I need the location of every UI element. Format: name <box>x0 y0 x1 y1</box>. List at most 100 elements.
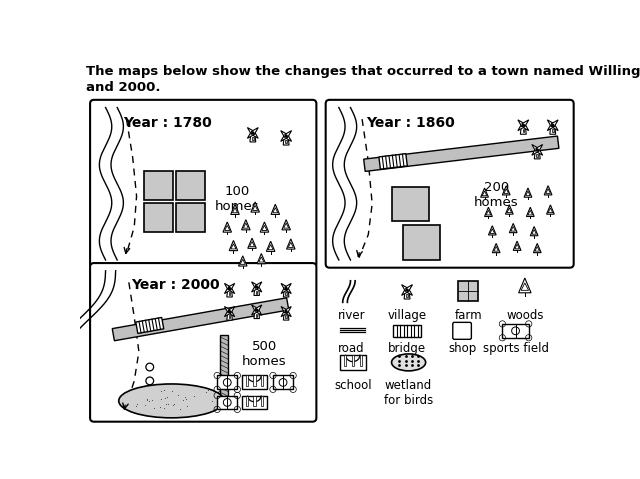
Bar <box>229 315 230 318</box>
Polygon shape <box>248 238 256 248</box>
FancyBboxPatch shape <box>326 100 573 268</box>
Text: farm: farm <box>454 308 482 321</box>
Bar <box>154 402 159 406</box>
Polygon shape <box>522 124 529 131</box>
Bar <box>256 291 257 294</box>
Polygon shape <box>255 285 262 292</box>
Polygon shape <box>511 227 516 231</box>
Bar <box>147 396 152 400</box>
Polygon shape <box>248 127 254 135</box>
Polygon shape <box>504 189 509 194</box>
Polygon shape <box>229 240 237 251</box>
Circle shape <box>285 287 287 289</box>
Polygon shape <box>285 131 292 137</box>
Polygon shape <box>254 311 259 319</box>
Bar <box>140 409 145 412</box>
Polygon shape <box>484 207 492 217</box>
Bar <box>217 396 237 410</box>
Bar <box>406 294 408 297</box>
Polygon shape <box>285 287 291 294</box>
Polygon shape <box>379 154 407 169</box>
Polygon shape <box>285 135 292 141</box>
Text: road: road <box>338 342 365 355</box>
Polygon shape <box>257 253 266 264</box>
Polygon shape <box>524 188 532 197</box>
Bar <box>253 376 255 386</box>
Polygon shape <box>404 291 410 299</box>
Text: 500
homes: 500 homes <box>242 340 287 368</box>
Polygon shape <box>241 220 250 230</box>
Polygon shape <box>544 186 552 195</box>
Polygon shape <box>488 226 496 235</box>
Bar <box>175 396 180 400</box>
Polygon shape <box>232 208 237 213</box>
Polygon shape <box>532 148 539 155</box>
Circle shape <box>256 309 258 311</box>
Polygon shape <box>252 308 258 315</box>
Bar <box>204 402 208 406</box>
Polygon shape <box>393 325 421 337</box>
Polygon shape <box>255 305 262 311</box>
Polygon shape <box>551 124 558 131</box>
Bar <box>182 409 187 412</box>
Polygon shape <box>486 210 491 215</box>
Bar <box>154 396 159 400</box>
Bar <box>168 402 173 406</box>
Polygon shape <box>255 308 262 315</box>
Polygon shape <box>521 283 529 290</box>
Circle shape <box>228 311 230 312</box>
Polygon shape <box>281 310 287 317</box>
Bar <box>147 402 152 406</box>
Polygon shape <box>515 244 520 249</box>
Polygon shape <box>406 285 412 292</box>
Polygon shape <box>268 245 273 250</box>
Bar <box>189 402 194 406</box>
Bar <box>360 355 362 366</box>
Bar <box>204 390 208 394</box>
Polygon shape <box>262 226 267 230</box>
Bar <box>140 396 145 400</box>
Bar <box>285 292 287 295</box>
Bar <box>168 409 173 412</box>
Bar <box>253 396 255 406</box>
Circle shape <box>552 124 554 126</box>
Polygon shape <box>250 134 256 142</box>
Bar <box>182 384 187 388</box>
Bar <box>189 409 194 412</box>
Text: river: river <box>337 308 365 321</box>
Text: wetland
for birds: wetland for birds <box>384 379 433 407</box>
Polygon shape <box>551 120 558 127</box>
Bar <box>147 390 152 394</box>
Bar <box>175 390 180 394</box>
Polygon shape <box>250 241 255 247</box>
Polygon shape <box>525 191 531 196</box>
Text: 200
homes: 200 homes <box>474 181 518 209</box>
Bar <box>340 355 366 370</box>
Polygon shape <box>243 223 248 228</box>
Polygon shape <box>239 256 247 266</box>
FancyBboxPatch shape <box>452 322 472 339</box>
Polygon shape <box>536 145 543 151</box>
Polygon shape <box>223 222 232 232</box>
Bar <box>502 324 529 338</box>
Polygon shape <box>228 307 235 313</box>
Polygon shape <box>231 244 236 249</box>
Bar <box>204 396 208 400</box>
Bar <box>176 171 205 200</box>
Circle shape <box>228 287 230 289</box>
Polygon shape <box>534 151 540 159</box>
Bar <box>229 292 230 295</box>
Polygon shape <box>228 284 235 290</box>
Bar <box>196 409 201 412</box>
Polygon shape <box>252 285 258 292</box>
Polygon shape <box>533 243 541 253</box>
Polygon shape <box>535 247 540 251</box>
Bar <box>168 384 173 388</box>
Bar <box>252 137 253 140</box>
Text: Year : 1860: Year : 1860 <box>367 116 455 130</box>
Ellipse shape <box>392 354 426 371</box>
Polygon shape <box>532 145 539 151</box>
Bar <box>147 409 152 412</box>
Polygon shape <box>281 131 287 137</box>
Polygon shape <box>112 298 289 341</box>
